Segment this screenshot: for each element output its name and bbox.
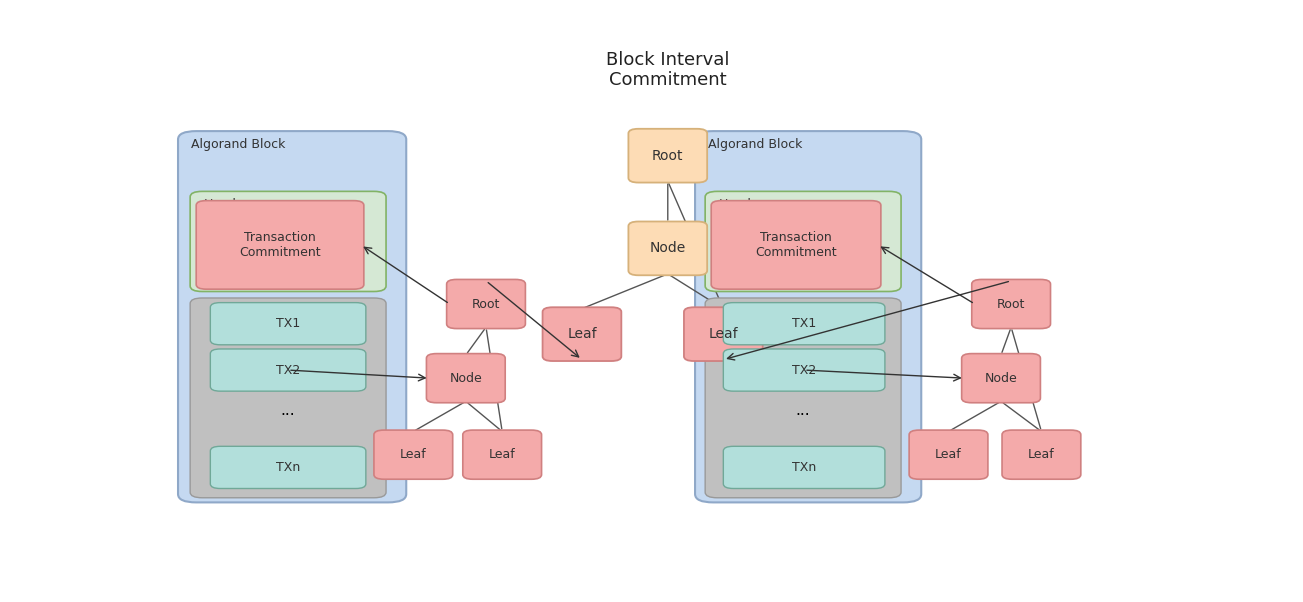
Text: Node: Node [985, 371, 1018, 385]
FancyBboxPatch shape [628, 129, 708, 182]
Text: TX2: TX2 [276, 364, 300, 377]
Text: Root: Root [472, 297, 500, 311]
Text: Leaf: Leaf [1028, 448, 1055, 461]
Text: Block Interval
Commitment: Block Interval Commitment [606, 51, 730, 89]
Text: TX1: TX1 [792, 317, 816, 330]
FancyBboxPatch shape [694, 131, 921, 503]
Text: Leaf: Leaf [709, 327, 737, 341]
Text: Leaf: Leaf [567, 327, 597, 341]
FancyBboxPatch shape [190, 298, 386, 498]
FancyBboxPatch shape [210, 303, 366, 345]
FancyBboxPatch shape [447, 279, 525, 329]
FancyBboxPatch shape [909, 430, 988, 479]
Text: Node: Node [650, 241, 685, 255]
FancyBboxPatch shape [628, 222, 708, 275]
FancyBboxPatch shape [190, 191, 386, 291]
FancyBboxPatch shape [684, 307, 762, 361]
FancyBboxPatch shape [542, 307, 622, 361]
FancyBboxPatch shape [972, 279, 1050, 329]
FancyBboxPatch shape [711, 200, 881, 289]
Text: ...: ... [796, 403, 810, 418]
Text: TXn: TXn [276, 461, 300, 474]
FancyBboxPatch shape [463, 430, 542, 479]
Text: Transaction
Commitment: Transaction Commitment [756, 231, 837, 259]
FancyBboxPatch shape [723, 349, 885, 391]
FancyBboxPatch shape [426, 353, 506, 403]
Text: Leaf: Leaf [400, 448, 426, 461]
Text: Leaf: Leaf [936, 448, 962, 461]
Text: Root: Root [652, 149, 684, 163]
FancyBboxPatch shape [179, 131, 407, 503]
Text: Algorand Block: Algorand Block [709, 138, 803, 151]
FancyBboxPatch shape [210, 446, 366, 488]
Text: Node: Node [450, 371, 482, 385]
FancyBboxPatch shape [723, 303, 885, 345]
FancyBboxPatch shape [723, 446, 885, 488]
Text: TX1: TX1 [276, 317, 300, 330]
FancyBboxPatch shape [962, 353, 1040, 403]
Text: Header: Header [718, 198, 764, 211]
FancyBboxPatch shape [210, 349, 366, 391]
Text: Leaf: Leaf [489, 448, 516, 461]
Text: Header: Header [203, 198, 249, 211]
FancyBboxPatch shape [1002, 430, 1080, 479]
FancyBboxPatch shape [705, 298, 902, 498]
Text: TXn: TXn [792, 461, 816, 474]
FancyBboxPatch shape [374, 430, 452, 479]
FancyBboxPatch shape [197, 200, 364, 289]
Text: ...: ... [280, 403, 296, 418]
Text: Transaction
Commitment: Transaction Commitment [240, 231, 321, 259]
FancyBboxPatch shape [705, 191, 902, 291]
Text: TX2: TX2 [792, 364, 816, 377]
Text: Algorand Block: Algorand Block [192, 138, 285, 151]
Text: Root: Root [997, 297, 1025, 311]
